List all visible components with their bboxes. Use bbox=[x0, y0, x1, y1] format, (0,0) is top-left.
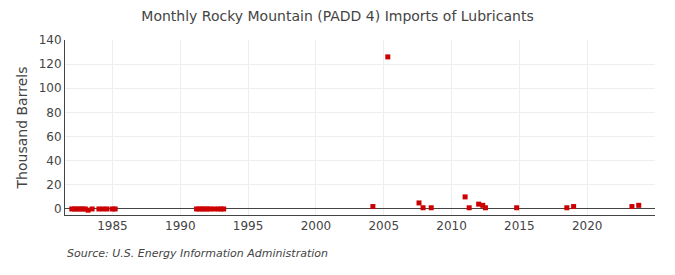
svg-text:Source: U.S. Energy Informatio: Source: U.S. Energy Information Administ… bbox=[67, 247, 328, 260]
svg-text:2015: 2015 bbox=[504, 219, 535, 233]
svg-text:Thousand Barrels: Thousand Barrels bbox=[14, 67, 30, 190]
svg-text:40: 40 bbox=[46, 154, 61, 168]
svg-text:60: 60 bbox=[46, 130, 61, 144]
svg-text:2005: 2005 bbox=[368, 219, 399, 233]
svg-text:80: 80 bbox=[46, 106, 61, 120]
svg-text:1990: 1990 bbox=[165, 219, 196, 233]
svg-text:0: 0 bbox=[54, 202, 62, 216]
svg-text:1995: 1995 bbox=[233, 219, 264, 233]
svg-text:120: 120 bbox=[39, 57, 62, 71]
svg-text:2010: 2010 bbox=[436, 219, 467, 233]
svg-text:20: 20 bbox=[46, 178, 61, 192]
svg-text:2020: 2020 bbox=[572, 219, 603, 233]
svg-text:Monthly Rocky Mountain (PADD 4: Monthly Rocky Mountain (PADD 4) Imports … bbox=[141, 8, 533, 24]
svg-text:140: 140 bbox=[39, 33, 62, 47]
svg-text:2000: 2000 bbox=[301, 219, 332, 233]
svg-text:1985: 1985 bbox=[97, 219, 128, 233]
svg-text:100: 100 bbox=[39, 81, 62, 95]
